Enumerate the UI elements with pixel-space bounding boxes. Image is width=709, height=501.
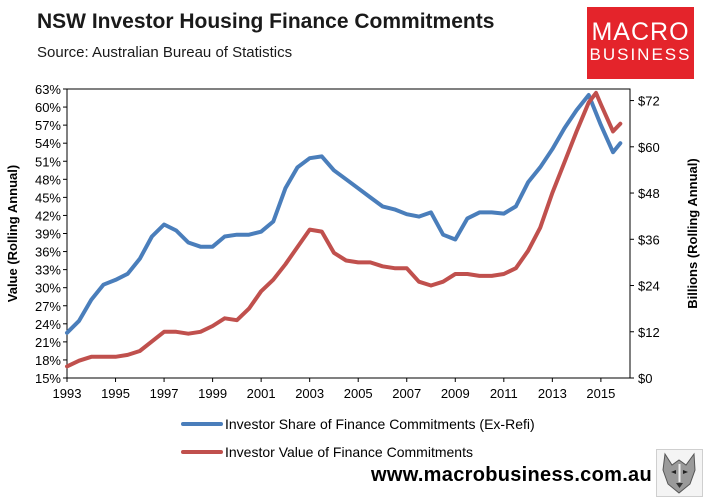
y-left-tick-label: 63%: [35, 82, 61, 97]
series-line-2: [65, 90, 623, 369]
y-left-tick-label: 57%: [35, 118, 61, 133]
x-tick-label: 2003: [295, 386, 324, 401]
y-left-tick-label: 48%: [35, 172, 61, 187]
y-left-tick-label: 18%: [35, 353, 61, 368]
plot-frame: [66, 88, 631, 379]
macrobusiness-logo: MACRO BUSINESS: [587, 7, 694, 79]
chart-subtitle: Source: Australian Bureau of Statistics: [37, 44, 293, 61]
y-left-tick-label: 36%: [35, 245, 61, 260]
y-left-tick-label: 27%: [35, 299, 61, 314]
x-tick-label: 1993: [53, 386, 82, 401]
y-right-tick-label: $0: [638, 371, 652, 386]
website-url: www.macrobusiness.com.au: [371, 464, 652, 486]
x-tick-label: 2011: [490, 386, 518, 401]
x-tick-label: 1999: [198, 386, 227, 401]
y-left-tick-label: 45%: [35, 190, 61, 205]
y-right-tick-label: $48: [638, 186, 660, 201]
x-tick-label: 2001: [247, 386, 276, 401]
y-left-tick-label: 24%: [35, 317, 61, 332]
x-tick-label: 2013: [538, 386, 567, 401]
legend-label-2: Investor Value of Finance Commitments: [225, 444, 473, 460]
x-tick-label: 2015: [586, 386, 615, 401]
y-left-tick-label: 30%: [35, 281, 61, 296]
y-left-tick-label: 60%: [35, 100, 61, 115]
y-right-tick-label: $24: [638, 279, 660, 294]
x-tick-label: 1995: [101, 386, 130, 401]
y-left-tick-label: 42%: [35, 208, 61, 223]
x-tick-label: 2009: [441, 386, 470, 401]
y-left-tick-label: 33%: [35, 263, 61, 278]
y-left-tick-label: 21%: [35, 335, 61, 350]
y-left-axis-title: Value (Rolling Annual): [5, 165, 20, 302]
y-left-tick-label: 39%: [35, 227, 61, 242]
chart-title: NSW Investor Housing Finance Commitments: [37, 10, 495, 33]
logo-line-1: MACRO: [591, 18, 690, 46]
y-left-tick-label: 54%: [35, 136, 61, 151]
y-left-tick-label: 51%: [35, 154, 61, 169]
wolf-mascot-icon: [656, 449, 703, 497]
y-right-tick-label: $72: [638, 94, 660, 109]
y-right-tick-label: $12: [638, 325, 660, 340]
y-right-axis-title: Billions (Rolling Annual): [685, 158, 700, 308]
y-right-tick-label: $36: [638, 232, 660, 247]
series-line-1: [65, 93, 623, 335]
legend-label-1: Investor Share of Finance Commitments (E…: [225, 416, 535, 432]
logo-line-2: BUSINESS: [589, 45, 692, 64]
x-tick-label: 1997: [150, 386, 179, 401]
y-left-tick-label: 15%: [35, 371, 61, 386]
x-tick-label: 2007: [392, 386, 421, 401]
y-right-tick-label: $60: [638, 140, 660, 155]
x-tick-label: 2005: [344, 386, 373, 401]
